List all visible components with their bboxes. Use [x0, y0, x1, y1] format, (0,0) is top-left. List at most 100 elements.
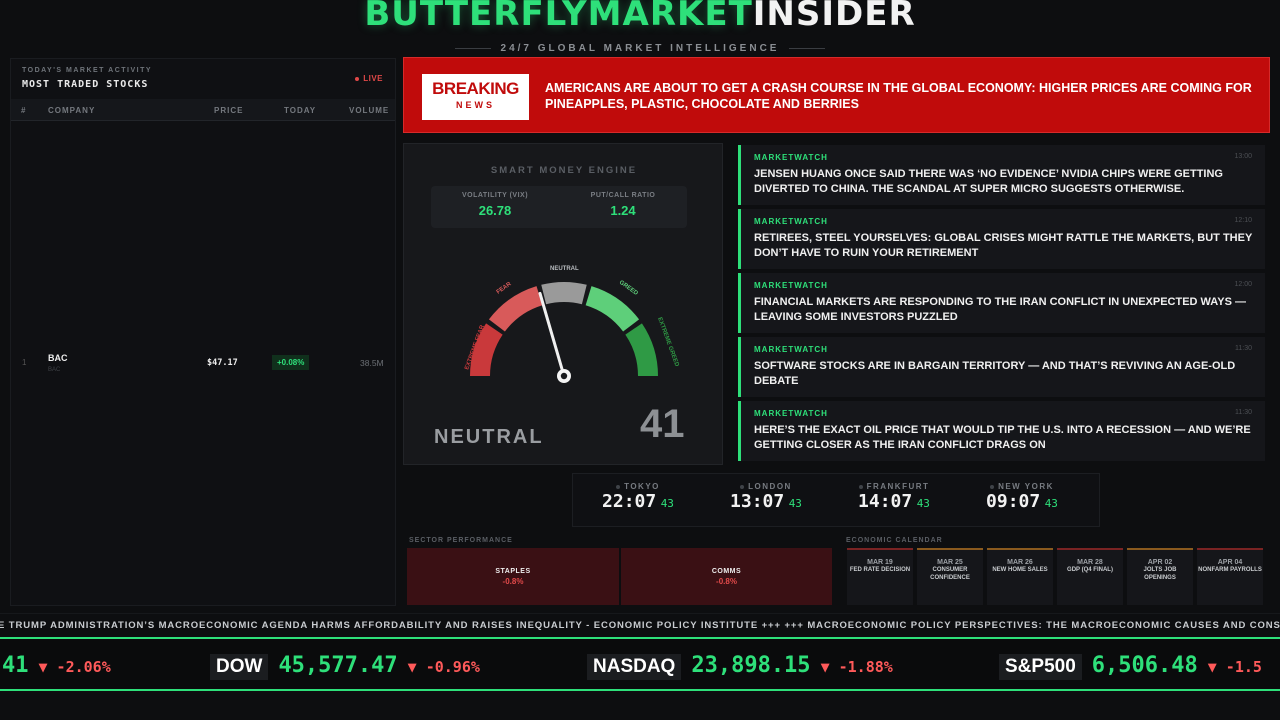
news-source: MARKETWATCH	[754, 281, 828, 290]
news-source: MARKETWATCH	[754, 153, 828, 162]
tagline: 24/7 GLOBAL MARKET INTELLIGENCE	[0, 43, 1280, 54]
calendar-event[interactable]: MAR 19 FED RATE DECISION	[847, 548, 913, 605]
event-name: FED RATE DECISION	[849, 567, 911, 573]
panel-subtitle: TODAY'S MARKET ACTIVITY	[22, 67, 153, 74]
calendar-event[interactable]: MAR 28 GDP (Q4 FINAL)	[1057, 548, 1123, 605]
calendar-event[interactable]: APR 02 JOLTS JOB OPENINGS	[1127, 548, 1193, 605]
news-item[interactable]: MARKETWATCH 13:00 JENSEN HUANG ONCE SAID…	[738, 145, 1265, 205]
col-num: #	[21, 106, 27, 115]
col-company: COMPANY	[48, 106, 96, 115]
sector-staples[interactable]: STAPLES -0.8%	[407, 548, 619, 605]
news-time: 12:00	[1234, 281, 1252, 288]
clock-seconds: 43	[1044, 497, 1058, 510]
clock-london: LONDON 13:07 43	[703, 482, 829, 512]
calendar-event[interactable]: MAR 25 CONSUMER CONFIDENCE	[917, 548, 983, 605]
breaking-headline: AMERICANS ARE ABOUT TO GET A CRASH COURS…	[545, 81, 1252, 111]
event-name: CONSUMER CONFIDENCE	[930, 567, 970, 581]
most-traded-panel: TODAY'S MARKET ACTIVITY MOST TRADED STOC…	[10, 58, 396, 606]
news-feed: MARKETWATCH 13:00 JENSEN HUANG ONCE SAID…	[738, 145, 1265, 465]
news-source: MARKETWATCH	[754, 409, 828, 418]
brand-green: BUTTERFLYMARKET	[364, 0, 753, 34]
news-item[interactable]: MARKETWATCH 12:10 RETIREES, STEEL YOURSE…	[738, 209, 1265, 269]
col-volume: VOLUME	[349, 106, 390, 115]
row-num: 1	[22, 358, 27, 367]
label-greed: GREED	[618, 280, 639, 298]
index-item-dow: DOW 45,577.47 ▼ -0.96%	[210, 653, 480, 680]
news-item[interactable]: MARKETWATCH 11:30 SOFTWARE STOCKS ARE IN…	[738, 337, 1265, 397]
sector-title: SECTOR PERFORMANCE	[409, 537, 513, 544]
event-date: MAR 25	[937, 559, 963, 566]
brand-white: INSIDER	[752, 0, 916, 34]
index-value: 23,898.15	[691, 653, 811, 678]
vix-label: VOLATILITY (VIX)	[461, 192, 529, 199]
clock-city: LONDON	[703, 482, 829, 491]
label-neutral: NEUTRAL	[550, 266, 579, 272]
clock-seconds: 43	[660, 497, 674, 510]
breaking-news-banner[interactable]: BREAKING NEWS AMERICANS ARE ABOUT TO GET…	[403, 57, 1270, 133]
news-source: MARKETWATCH	[754, 217, 828, 226]
event-date: MAR 26	[1007, 559, 1033, 566]
breaking-badge: BREAKING NEWS	[422, 74, 529, 120]
vix-value: 26.78	[478, 203, 512, 218]
clock-seconds: 43	[916, 497, 930, 510]
row-ticker: BAC	[48, 367, 61, 373]
news-headline: HERE’S THE EXACT OIL PRICE THAT WOULD TI…	[754, 424, 1251, 451]
badge-breaking: BREAKING	[432, 79, 519, 98]
label-fear: FEAR	[496, 281, 513, 296]
arc-fear	[488, 286, 543, 332]
news-headline: JENSEN HUANG ONCE SAID THERE WAS ‘NO EVI…	[754, 168, 1223, 195]
engine-title: SMART MONEY ENGINE	[490, 165, 638, 176]
index-value: 6,506.48	[1091, 653, 1198, 678]
ticker-text: E TRUMP ADMINISTRATION’S MACROECONOMIC A…	[0, 620, 1280, 631]
arc-extreme-greed	[625, 323, 658, 377]
world-clocks: TOKYO 22:07 43 LONDON 13:07 43 FRANKFURT…	[572, 473, 1100, 527]
event-name: NONFARM PAYROLLS	[1198, 567, 1262, 573]
event-name: GDP (Q4 FINAL)	[1067, 567, 1113, 573]
fear-greed-gauge: EXTREME FEAR FEAR NEUTRAL GREED EXTREME …	[464, 266, 680, 383]
clock-city: FRANKFURT	[831, 482, 957, 491]
event-date: MAR 28	[1077, 559, 1103, 566]
news-headline: RETIREES, STEEL YOURSELVES: GLOBAL CRISE…	[754, 232, 1253, 259]
index-ticker: 41 ▼ -2.06% DOW 45,577.47 ▼ -0.96% NASDAQ 23…	[0, 637, 1280, 691]
put-call-value: 1.24	[610, 203, 636, 218]
news-time: 11:30	[1235, 409, 1252, 416]
news-time: 11:30	[1235, 345, 1252, 352]
news-item[interactable]: MARKETWATCH 12:00 FINANCIAL MARKETS ARE …	[738, 273, 1265, 333]
news-source: MARKETWATCH	[754, 345, 828, 354]
live-badge: LIVE	[355, 74, 383, 83]
clock-new-york: NEW YORK 09:07 43	[959, 482, 1085, 512]
sentiment-score: 41	[640, 402, 685, 446]
vix-metric: VOLATILITY (VIX) 26.78	[431, 192, 559, 218]
index-item-sp500: S&P500 6,506.48 ▼ -1.5	[999, 653, 1262, 680]
calendar-title: ECONOMIC CALENDAR	[846, 537, 943, 544]
panel-title: MOST TRADED STOCKS	[22, 79, 149, 90]
index-item-nasdaq: NASDAQ 23,898.15 ▼ -1.88%	[587, 653, 893, 680]
event-date: APR 04	[1217, 559, 1243, 566]
row-change: +0.08%	[272, 355, 310, 370]
table-row[interactable]: 1 BAC BAC $47.17 +0.08% 38.5M	[11, 349, 395, 379]
news-time: 13:00	[1234, 153, 1252, 160]
index-change: ▼ -0.96%	[407, 658, 480, 676]
news-item[interactable]: MARKETWATCH 11:30 HERE’S THE EXACT OIL P…	[738, 401, 1265, 461]
row-volume: 38.5M	[360, 358, 384, 368]
index-value: 41	[2, 653, 29, 678]
calendar-event[interactable]: APR 04 NONFARM PAYROLLS	[1197, 548, 1263, 605]
index-name: DOW	[210, 654, 269, 680]
index-value: 45,577.47	[278, 653, 398, 678]
put-call-metric: PUT/CALL RATIO 1.24	[559, 192, 687, 218]
index-item: 41 ▼ -2.06%	[2, 653, 111, 678]
clock-time: 09:07	[986, 491, 1041, 512]
event-name: JOLTS JOB OPENINGS	[1143, 567, 1177, 581]
sector-comms[interactable]: COMMS -0.8%	[621, 548, 832, 605]
news-time: 12:10	[1234, 217, 1252, 224]
engine-metrics: VOLATILITY (VIX) 26.78 PUT/CALL RATIO 1.…	[431, 186, 687, 228]
clock-tokyo: TOKYO 22:07 43	[575, 482, 701, 512]
index-name: S&P500	[999, 654, 1082, 680]
needle-hub-center	[560, 372, 568, 380]
sector-value: -0.8%	[502, 577, 524, 586]
badge-news: NEWS	[456, 100, 495, 110]
col-today: TODAY	[284, 106, 317, 115]
calendar-event[interactable]: MAR 26 NEW HOME SALES	[987, 548, 1053, 605]
row-company: BAC	[48, 353, 68, 363]
arc-extreme-fear	[470, 323, 503, 377]
